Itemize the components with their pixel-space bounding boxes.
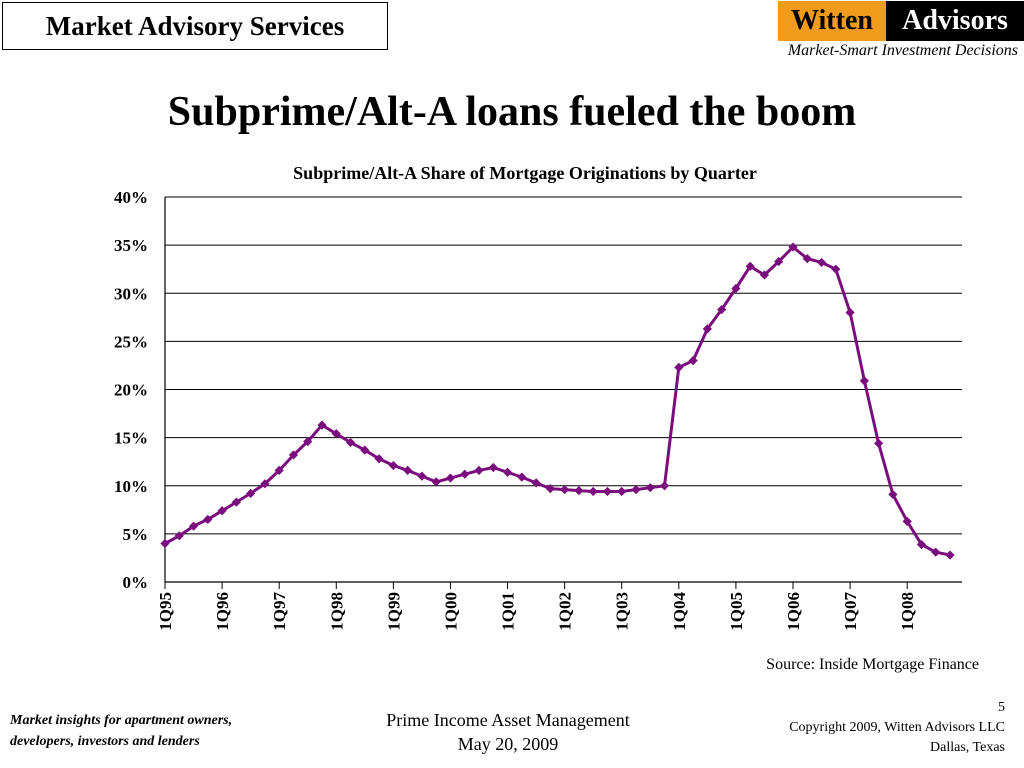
data-point [231, 497, 241, 507]
data-point [246, 488, 256, 499]
data-point [474, 465, 484, 475]
x-tick-label: 1Q06 [784, 592, 803, 631]
data-point [774, 256, 784, 267]
source-note: Source: Inside Mortgage Finance [766, 656, 979, 673]
chart-title: Subprime/Alt-A Share of Mortgage Origina… [293, 163, 757, 183]
copyright: Copyright 2009, Witten Advisors LLC [789, 720, 1005, 735]
data-point [274, 465, 284, 475]
logo-advisors: Advisors [886, 1, 1024, 41]
data-point [674, 362, 684, 372]
data-point [188, 521, 199, 531]
data-point [560, 485, 570, 495]
data-point [317, 420, 327, 430]
data-point [916, 539, 927, 550]
data-point [931, 547, 941, 557]
footer-tagline-line1: Market insights for apartment owners, [10, 713, 233, 728]
data-point [702, 324, 712, 334]
data-point [417, 471, 427, 481]
footer-tagline-line2: developers, investors and lenders [10, 734, 200, 749]
x-tick-label: 1Q03 [613, 592, 632, 631]
x-tick-label: 1Q02 [556, 592, 575, 631]
data-point [517, 472, 527, 482]
x-tick-label: 1Q01 [499, 592, 518, 631]
x-tick-label: 1Q98 [327, 592, 346, 631]
witten-advisors-logo: Witten Advisors [778, 1, 1024, 41]
x-tick-label: 1Q95 [156, 592, 175, 631]
data-point [645, 483, 655, 493]
y-tick-label: 25% [114, 332, 148, 351]
data-point [174, 531, 184, 541]
x-tick-label: 1Q96 [213, 592, 232, 631]
data-point [203, 514, 213, 525]
data-point [303, 436, 313, 447]
data-point [374, 454, 384, 464]
y-tick-label: 10% [114, 477, 148, 496]
footer-presentation-info: Prime Income Asset Management May 20, 20… [330, 708, 686, 756]
x-tick-label: 1Q99 [384, 592, 403, 631]
data-point [802, 254, 812, 264]
y-tick-label: 30% [114, 284, 148, 303]
data-point [859, 376, 869, 386]
data-point [574, 485, 584, 496]
location: Dallas, Texas [930, 740, 1005, 755]
data-point [545, 484, 555, 494]
logo-witten: Witten [778, 1, 886, 41]
brand-box: Market Advisory Services [2, 2, 388, 50]
page-number: 5 [998, 700, 1005, 715]
data-point [431, 477, 441, 487]
x-tick-label: 1Q97 [270, 592, 289, 631]
logo-tagline: Market-Smart Investment Decisions [787, 42, 1018, 59]
data-point [745, 261, 755, 271]
data-point [759, 270, 770, 280]
data-point [631, 485, 641, 495]
y-tick-label: 15% [114, 429, 148, 448]
footer-tagline: Market insights for apartment owners, de… [10, 710, 310, 752]
data-point [688, 356, 698, 366]
y-tick-label: 35% [114, 236, 148, 255]
data-point [217, 506, 227, 516]
data-point [345, 437, 356, 448]
data-point [360, 445, 370, 455]
data-point [445, 473, 456, 483]
footer-date: May 20, 2009 [457, 734, 559, 754]
footer-client-name: Prime Income Asset Management [386, 710, 630, 730]
data-point [659, 481, 670, 491]
y-tick-label: 5% [123, 525, 149, 544]
data-point [602, 486, 613, 497]
data-point [588, 486, 598, 497]
x-tick-label: 1Q08 [898, 592, 917, 631]
data-point [260, 479, 270, 489]
data-point [888, 489, 898, 500]
data-point [502, 467, 513, 477]
x-tick-label: 1Q07 [841, 592, 860, 631]
data-point [788, 242, 798, 252]
data-point [488, 462, 498, 473]
data-point [831, 264, 841, 274]
data-point [160, 538, 170, 549]
data-point [902, 516, 912, 526]
y-tick-label: 0% [123, 573, 149, 592]
data-point [460, 469, 470, 479]
x-tick-label: 1Q04 [670, 592, 689, 631]
x-tick-label: 1Q05 [727, 592, 746, 631]
data-point [331, 429, 341, 439]
data-point [717, 305, 727, 315]
footer-copyright-block: 5 Copyright 2009, Witten Advisors LLC Da… [789, 698, 1005, 758]
data-point [945, 550, 955, 560]
y-tick-label: 40% [114, 188, 148, 207]
data-point [403, 465, 413, 475]
data-point [388, 460, 398, 471]
data-point [874, 438, 884, 448]
data-point [816, 257, 827, 268]
data-point [845, 307, 855, 318]
data-point [617, 486, 627, 497]
data-point [731, 283, 741, 294]
data-point [288, 450, 299, 460]
y-tick-label: 20% [114, 381, 148, 400]
data-point [531, 478, 541, 488]
x-tick-label: 1Q00 [441, 592, 460, 631]
slide-title: Subprime/Alt-A loans fueled the boom [167, 89, 857, 135]
